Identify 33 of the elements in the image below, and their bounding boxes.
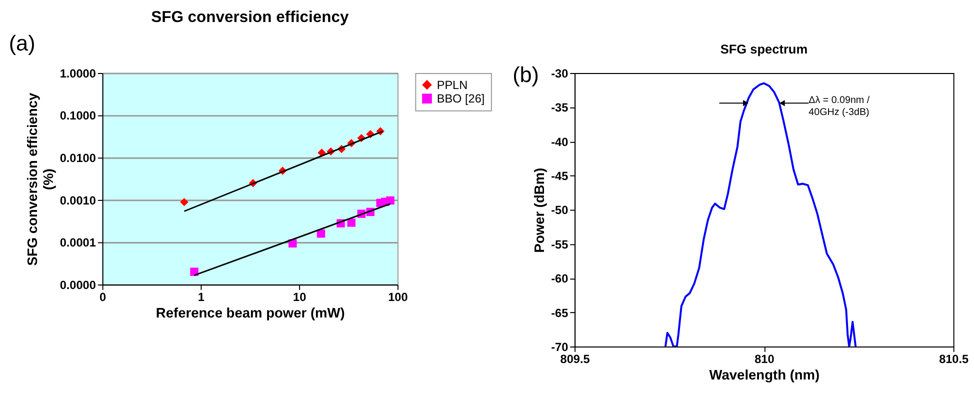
y-tick-label: -30 <box>551 66 569 80</box>
y-tick-label: 0.0001 <box>60 236 96 250</box>
x-tick-label: 809.5 <box>560 352 590 366</box>
y-tick-label: 0.0000 <box>60 278 96 292</box>
y-axis-title: SFG conversion efficiency (%) <box>25 92 56 266</box>
x-axis-title: Reference beam power (mW) <box>156 305 345 320</box>
y-tick-label: -55 <box>551 237 569 252</box>
y-tick-label: -60 <box>551 272 569 286</box>
y-tick-label: 0.0100 <box>60 151 96 166</box>
x-axis-title: Wavelength (nm) <box>709 367 820 382</box>
y-tick-label: -40 <box>551 134 569 149</box>
text: (a) <box>8 30 36 56</box>
chart-title: SFG conversion efficiency <box>151 8 349 26</box>
x-tick-label: 810.5 <box>939 352 970 366</box>
y-tick-label: -35 <box>551 100 569 115</box>
y-tick-label: -70 <box>551 340 569 354</box>
y-tick-label: -50 <box>551 203 569 218</box>
annotation: Δλ = 0.09nm / 40GHz (-3dB) <box>808 95 870 118</box>
x-tick-label: 0 <box>100 290 107 304</box>
legend-label: PPLN <box>436 78 468 92</box>
x-tick-label: 100 <box>388 290 408 304</box>
x-tick-label: 810 <box>754 352 775 366</box>
y-tick-label: -45 <box>551 169 569 184</box>
y-tick-label: 1.0000 <box>60 66 96 80</box>
y-tick-label: -65 <box>551 306 569 320</box>
y-tick-label: 0.1000 <box>60 108 96 123</box>
legend-label: BBO [26] <box>436 92 485 106</box>
y-tick-label: 0.0010 <box>60 193 96 208</box>
y-axis-title: Power (dBm) <box>532 168 548 253</box>
chart-title: SFG spectrum <box>720 41 808 56</box>
x-tick-label: 10 <box>293 290 307 304</box>
x-tick-label: 1 <box>198 290 205 304</box>
text: (b) <box>512 62 540 87</box>
